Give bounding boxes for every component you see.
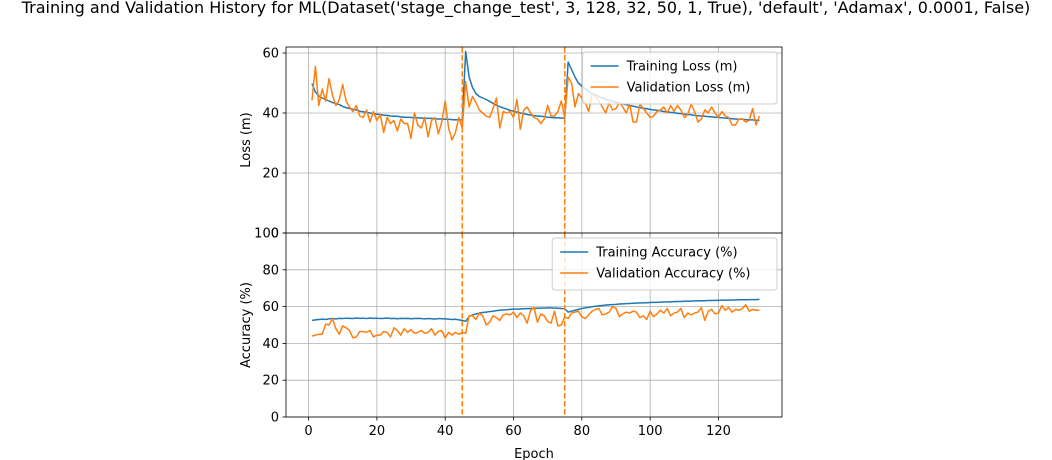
y-tick-label: 0 bbox=[271, 227, 279, 242]
y-tick-label: 40 bbox=[262, 107, 279, 122]
y-tick-label: 20 bbox=[262, 167, 279, 182]
y-tick-label: 40 bbox=[262, 337, 279, 352]
x-tick-label: 80 bbox=[574, 424, 591, 439]
x-tick-label: 0 bbox=[304, 424, 312, 439]
y-tick-label: 80 bbox=[262, 263, 279, 278]
legend-label-validation-loss-m: Validation Loss (m) bbox=[627, 81, 751, 96]
x-tick-label: 20 bbox=[369, 424, 386, 439]
legend-box bbox=[582, 51, 778, 105]
y-tick-label: 0 bbox=[271, 411, 279, 426]
x-tick-label: 100 bbox=[638, 424, 663, 439]
y-tick-label: 20 bbox=[262, 374, 279, 389]
legend: Training Accuracy (%) Validation Accuracy… bbox=[551, 237, 778, 291]
y-axis-label: Loss (m) bbox=[239, 112, 254, 167]
legend-label-training-accuracy: Training Accuracy (%) bbox=[595, 246, 737, 261]
y-axis-label: Accuracy (%) bbox=[239, 282, 254, 368]
legend-label-validation-accuracy: Validation Accuracy (%) bbox=[596, 267, 750, 282]
y-tick-label: 100 bbox=[254, 227, 279, 242]
series-line-validation-accuracy bbox=[311, 304, 760, 339]
series-line-validation-loss-m bbox=[311, 65, 761, 141]
x-axis-label: Epoch bbox=[514, 447, 554, 460]
x-tick-label: 60 bbox=[505, 424, 522, 439]
legend-box bbox=[551, 237, 778, 291]
y-tick-label: 60 bbox=[262, 300, 279, 315]
legend: Training Loss (m) Validation Loss (m) bbox=[582, 51, 778, 105]
legend-label-training-loss-m: Training Loss (m) bbox=[626, 60, 738, 75]
series-line-training-loss-m bbox=[311, 50, 760, 122]
figure-title: Training and Validation History for ML(D… bbox=[21, 0, 1031, 18]
series-line-training-accuracy bbox=[311, 298, 760, 323]
loss-panel: 0 20 40 60 Loss (m) Training Loss (m) Validati… bbox=[239, 47, 783, 242]
x-tick-label: 120 bbox=[706, 424, 731, 439]
y-tick-label: 60 bbox=[262, 47, 279, 62]
x-tick-label: 40 bbox=[437, 424, 454, 439]
axes-frame bbox=[285, 232, 783, 418]
